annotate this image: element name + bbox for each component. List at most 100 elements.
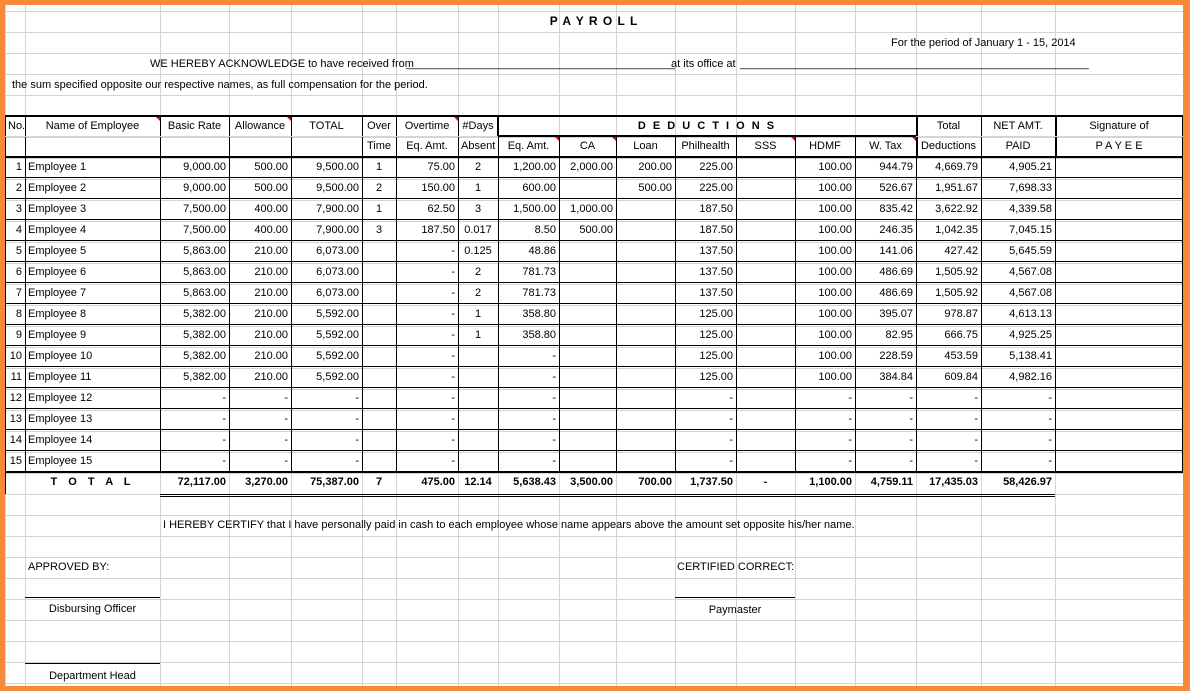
philhealth: -: [729, 392, 733, 404]
gridline: [160, 157, 161, 472]
signature[interactable]: [1055, 262, 1183, 283]
net-amount-paid: 4,567.08: [1009, 266, 1052, 278]
signature[interactable]: [1055, 220, 1183, 241]
signature[interactable]: [1055, 325, 1183, 346]
header-total: TOTAL: [309, 120, 344, 132]
acknowledge-office-text: at its office at: [671, 58, 736, 70]
withholding-tax: 228.59: [879, 350, 913, 362]
signature[interactable]: [1055, 283, 1183, 304]
withholding-tax: 384.84: [879, 371, 913, 383]
deduction-eq-amount: 48.86: [528, 245, 556, 257]
hdmf: 100.00: [818, 287, 852, 299]
gridline: [5, 620, 1183, 621]
gridline: [229, 157, 230, 472]
philhealth: 225.00: [699, 182, 733, 194]
net-amount-paid: -: [1048, 392, 1052, 404]
philhealth: 137.50: [699, 287, 733, 299]
data-bottom-border: [5, 471, 1183, 473]
gridline: [291, 157, 292, 472]
hdmf: 100.00: [818, 224, 852, 236]
withholding-tax: -: [909, 455, 913, 467]
basic-rate: 9,000.00: [183, 182, 226, 194]
deduction-eq-amount: -: [552, 455, 556, 467]
ca: [559, 178, 616, 199]
gridline: [795, 157, 796, 472]
loan: [616, 241, 675, 262]
hdmf: -: [848, 455, 852, 467]
net-amount-paid: 4,905.21: [1009, 161, 1052, 173]
sss: [736, 346, 795, 367]
ca: [559, 388, 616, 409]
signature[interactable]: [1055, 199, 1183, 220]
allowance: 500.00: [254, 182, 288, 194]
signature[interactable]: [1055, 304, 1183, 325]
signature[interactable]: [1055, 388, 1183, 409]
basic-rate: 9,000.00: [183, 161, 226, 173]
gridline: [5, 95, 1183, 96]
overtime-amount: -: [451, 392, 455, 404]
row-divider: [5, 177, 1183, 178]
hdmf: 100.00: [818, 245, 852, 257]
deduction-eq-amount: 781.73: [522, 287, 556, 299]
loan: [616, 409, 675, 430]
signature-line: [675, 597, 795, 598]
gridline: [5, 368, 1183, 369]
allowance: -: [284, 413, 288, 425]
net-amount-paid: -: [1048, 455, 1052, 467]
ca: 1,000.00: [570, 203, 613, 215]
signature[interactable]: [1055, 367, 1183, 388]
overtime-amount: -: [451, 371, 455, 383]
loan: [616, 283, 675, 304]
signature[interactable]: [1055, 430, 1183, 451]
hdmf: 100.00: [818, 308, 852, 320]
overtime-time: [362, 325, 396, 346]
header-sig-1: Signature of: [1089, 120, 1149, 132]
overtime-time: 1: [375, 203, 383, 215]
total: -: [355, 434, 359, 446]
gridline: [5, 179, 1183, 180]
ca: [559, 325, 616, 346]
ca: [559, 262, 616, 283]
name: Employee 5: [28, 245, 87, 257]
row-divider: [5, 219, 1183, 220]
header-ca: CA: [579, 140, 596, 152]
philhealth: 137.50: [699, 266, 733, 278]
deduction-eq-amount: 8.50: [534, 224, 556, 236]
deduction-eq-amount: 600.00: [522, 182, 556, 194]
ca: 2,000.00: [570, 161, 613, 173]
signature[interactable]: [1055, 346, 1183, 367]
no: 14: [9, 434, 22, 446]
signature[interactable]: [1055, 178, 1183, 199]
basic-rate: 5,863.00: [183, 287, 226, 299]
withholding-tax: 141.06: [879, 245, 913, 257]
signature[interactable]: [1055, 409, 1183, 430]
gridline: [559, 157, 560, 472]
withholding-tax: 486.69: [879, 287, 913, 299]
deductions-divider: [498, 135, 916, 137]
total-basic-rate: 72,117.00: [177, 476, 226, 488]
gridline: [916, 136, 1183, 137]
days-absent: 1: [474, 329, 482, 341]
basic-rate: -: [222, 455, 226, 467]
days-absent: [458, 388, 498, 409]
acknowledge-text: WE HEREBY ACKNOWLEDGE to have received f…: [150, 58, 414, 70]
sss: [736, 325, 795, 346]
overtime-time: [362, 283, 396, 304]
signature[interactable]: [1055, 451, 1183, 472]
gridline: [5, 326, 1183, 327]
philhealth: 125.00: [699, 329, 733, 341]
gridline: [5, 347, 1183, 348]
ca: [559, 304, 616, 325]
signature[interactable]: [1055, 157, 1183, 178]
loan: [616, 367, 675, 388]
net-amount-paid: 4,613.13: [1009, 308, 1052, 320]
ca: [559, 241, 616, 262]
basic-rate: 7,500.00: [183, 203, 226, 215]
signature[interactable]: [1055, 241, 1183, 262]
hdmf: 100.00: [818, 350, 852, 362]
gridline: [5, 284, 1183, 285]
total-overtime-amount: 475.00: [421, 476, 455, 488]
row-divider: [5, 303, 1183, 304]
hdmf: 100.00: [818, 203, 852, 215]
certify-statement: I HEREBY CERTIFY that I have personally …: [163, 519, 855, 531]
